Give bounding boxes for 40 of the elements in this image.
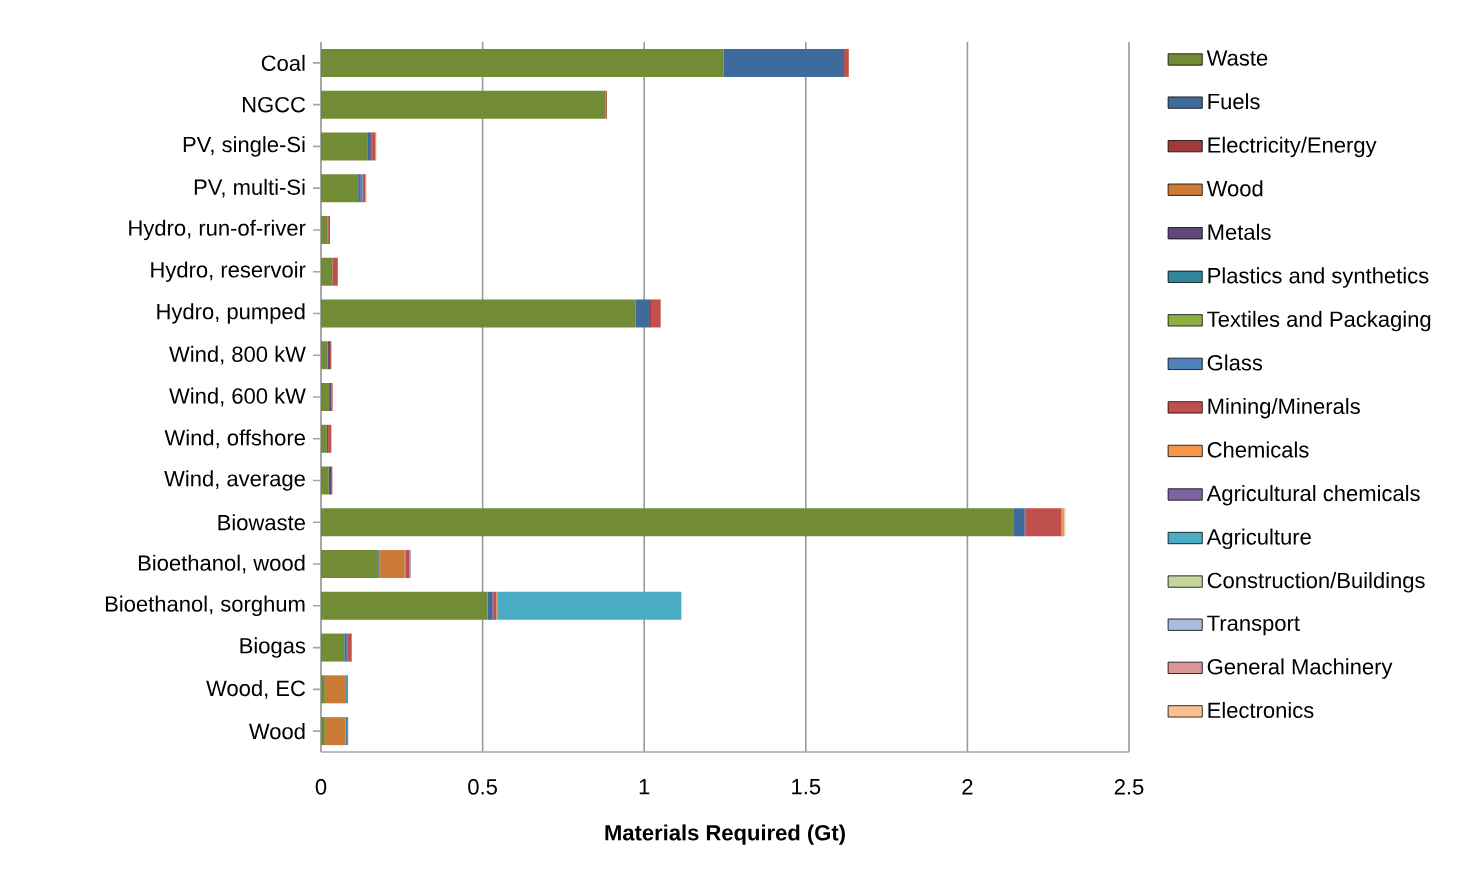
x-tick-label: 2 <box>962 779 973 795</box>
legend-label: Construction/Buildings <box>1207 572 1425 593</box>
y-tick-label: Wood <box>248 723 305 740</box>
x-tick-label: 0.5 <box>468 779 497 795</box>
x-axis-title: Materials Required (Gt) <box>605 824 845 845</box>
y-tick-label: Bioethanol, wood <box>138 554 305 574</box>
y-tick-label: Wind, 800 kW <box>169 345 306 365</box>
y-tick-label: Wind, 600 kW <box>169 387 306 407</box>
x-tick-label: 1.5 <box>792 779 821 795</box>
legend-label: Textiles and Packaging <box>1207 310 1431 332</box>
x-tick-label: 2.5 <box>1114 779 1144 795</box>
y-tick-label: PV, single-Si <box>183 136 305 157</box>
legend-label: Plastics and synthetics <box>1208 267 1429 288</box>
legend-label: Electronics <box>1208 701 1314 719</box>
legend-label: Wood <box>1206 180 1263 197</box>
legend-label: Agriculture <box>1206 528 1311 550</box>
legend-label: General Machinery <box>1207 658 1393 679</box>
y-tick-label: NGCC <box>242 96 306 113</box>
y-tick-label: Biowaste <box>218 514 305 531</box>
y-tick-label: Hydro, reservoir <box>151 261 306 282</box>
legend-label: Transport <box>1207 615 1300 636</box>
x-tick-label: 1 <box>639 779 650 795</box>
y-tick-label: Wood, EC <box>206 679 306 699</box>
y-tick-label: Hydro, pumped <box>157 303 305 324</box>
legend-label: Glass <box>1207 354 1263 371</box>
legend-label: Waste <box>1206 50 1268 66</box>
legend-label: Fuels <box>1208 93 1260 110</box>
legend-label: Metals <box>1208 223 1271 240</box>
x-tick-label: 0 <box>315 779 327 795</box>
y-tick-label: Hydro, run-of-river <box>129 219 306 241</box>
y-tick-label: Wind, offshore <box>164 429 305 449</box>
y-tick-label: Biogas <box>240 637 306 658</box>
legend-label: Mining/Minerals <box>1208 397 1360 419</box>
y-tick-label: Coal <box>261 54 305 71</box>
y-tick-label: Bioethanol, sorghum <box>105 595 305 617</box>
y-tick-label: Wind, average <box>164 470 305 491</box>
legend-label: Agricultural chemicals <box>1206 485 1420 506</box>
legend-label: Chemicals <box>1207 441 1309 458</box>
y-tick-label: PV, multi-Si <box>194 178 305 198</box>
legend-label: Electricity/Energy <box>1208 136 1377 158</box>
